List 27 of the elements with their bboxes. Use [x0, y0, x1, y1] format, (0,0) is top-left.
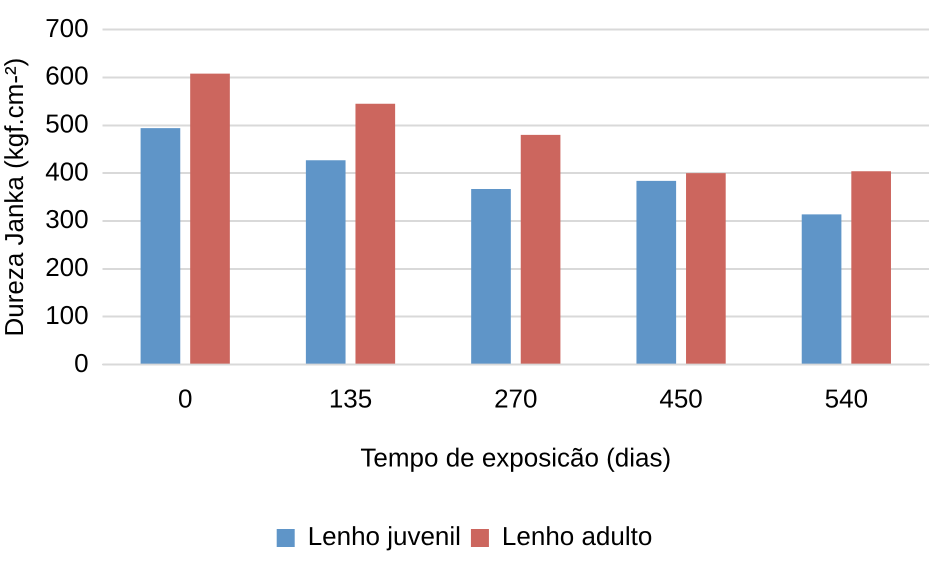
bar — [636, 180, 676, 364]
y-tick-label: 600 — [45, 60, 89, 91]
bar — [851, 171, 891, 364]
bar — [306, 160, 346, 364]
bar — [802, 214, 842, 364]
y-tick-label: 0 — [74, 348, 89, 378]
x-tick-label: 270 — [494, 383, 538, 414]
x-tick-label: 540 — [824, 383, 868, 414]
x-axis-title: Tempo de exposicão (dias) — [360, 442, 672, 473]
legend-label: Lenho juvenil — [308, 521, 461, 552]
bar — [520, 134, 560, 364]
bar — [471, 188, 511, 364]
y-tick-label: 700 — [45, 12, 89, 43]
y-axis-title: Dureza Janka (kgf.cm-²) — [0, 58, 29, 337]
y-tick-label: 400 — [45, 156, 89, 186]
bar — [686, 173, 726, 364]
y-tick-label: 200 — [45, 252, 89, 282]
x-tick-label: 135 — [328, 383, 372, 414]
x-tick-label: 450 — [659, 383, 703, 414]
y-tick-label: 300 — [45, 204, 89, 234]
bar — [355, 104, 396, 364]
y-tick-label: 100 — [45, 300, 89, 330]
y-tick-label: 500 — [45, 108, 89, 138]
x-tick-label: 0 — [178, 383, 192, 414]
bar — [140, 128, 180, 364]
bar — [190, 74, 230, 364]
legend-label: Lenho adulto — [502, 521, 652, 552]
